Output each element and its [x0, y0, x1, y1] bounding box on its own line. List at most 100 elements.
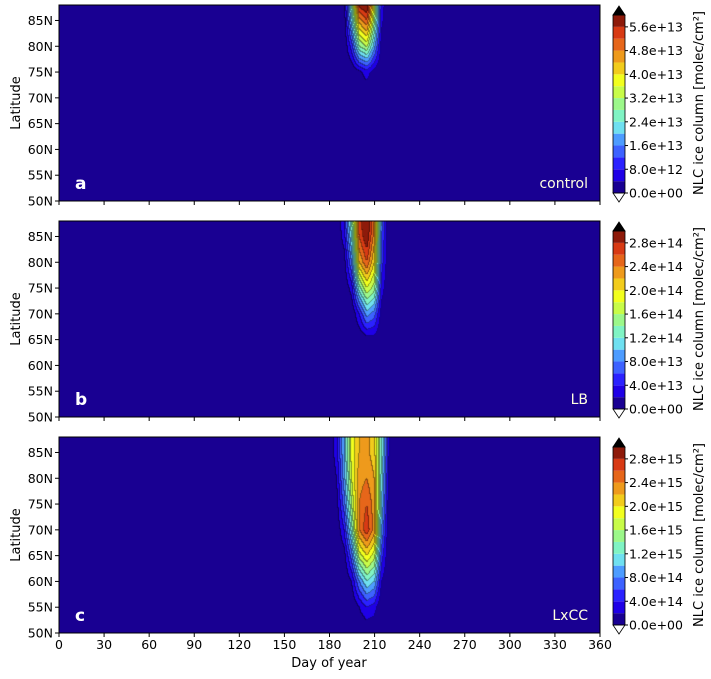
colorbar-band: [613, 254, 625, 267]
colorbar-band: [613, 589, 625, 602]
colorbar-band: [613, 458, 625, 471]
colorbar-extend-max: [612, 221, 626, 232]
colorbar-label: NLC ice column [molec/cm²]: [692, 443, 707, 627]
colorbar-tick-label: 5.6e+13: [629, 19, 683, 34]
colorbar-band: [613, 530, 625, 542]
panel-letter: c: [75, 606, 85, 626]
x-tick-label: 210: [363, 637, 387, 652]
colorbar-band: [613, 157, 625, 170]
y-tick-label: 80N: [28, 255, 53, 270]
y-tick-label: 60N: [28, 574, 53, 589]
y-tick-label: 65N: [28, 548, 53, 563]
y-tick-label: 65N: [28, 332, 53, 347]
colorbar-tick-label: 0.0e+00: [629, 402, 683, 417]
colorbar-frame: [612, 230, 626, 410]
colorbar-band: [613, 181, 625, 193]
colorbar-band: [613, 231, 625, 243]
colorbar-tick-label: 1.6e+14: [629, 307, 683, 322]
colorbar-band: [613, 373, 625, 386]
contour-field-c: [59, 437, 600, 633]
x-axis-label: Day of year: [291, 656, 367, 671]
y-axis-label: Latitude: [9, 508, 24, 562]
contour-field-a: [59, 5, 600, 201]
colorbar-band: [613, 553, 625, 566]
colorbar-band: [613, 518, 625, 531]
y-tick-label: 50N: [28, 410, 53, 425]
colorbar-tick-label: 2.4e+14: [629, 259, 683, 274]
colorbar-tick-label: 3.2e+13: [629, 91, 683, 106]
colorbar-tick-label: 8.0e+14: [629, 570, 683, 585]
colorbar-frame: [612, 14, 626, 194]
colorbar-label: NLC ice column [molec/cm²]: [692, 227, 707, 411]
x-tick-label: 240: [408, 637, 432, 652]
y-tick-label: 85N: [28, 229, 53, 244]
colorbar-tick-label: 4.0e+14: [629, 594, 683, 609]
colorbar-band: [613, 266, 625, 279]
colorbar-tick-label: 4.0e+13: [629, 378, 683, 393]
colorbar-band: [613, 302, 625, 315]
x-tick-label: 30: [96, 637, 112, 652]
y-tick-label: 85N: [28, 445, 53, 460]
y-tick-label: 60N: [28, 358, 53, 373]
colorbar-tick-label: 2.4e+13: [629, 114, 683, 129]
plot-frame-c: [58, 436, 601, 634]
colorbar-band: [613, 397, 625, 409]
panel-letter: a: [75, 174, 86, 194]
colorbar-band: [613, 361, 625, 374]
colorbar-band: [613, 349, 625, 362]
colorbar-band: [613, 86, 625, 99]
x-tick-label: 0: [55, 637, 63, 652]
colorbar-band: [613, 278, 625, 291]
y-tick-label: 60N: [28, 142, 53, 157]
y-tick-label: 65N: [28, 116, 53, 131]
colorbar-tick-label: 0.0e+00: [629, 618, 683, 633]
y-tick-label: 55N: [28, 168, 53, 183]
colorbar-band: [613, 447, 625, 459]
x-tick-label: 360: [588, 637, 612, 652]
colorbar-tick-label: 1.6e+15: [629, 523, 683, 538]
colorbar-band: [613, 565, 625, 578]
y-axis-label: Latitude: [9, 76, 24, 130]
colorbar-band: [613, 145, 625, 158]
colorbar-band: [613, 169, 625, 182]
colorbar-band: [613, 26, 625, 39]
colorbar-label: NLC ice column [molec/cm²]: [692, 11, 707, 195]
colorbar-tick-label: 8.0e+13: [629, 354, 683, 369]
colorbar-band: [613, 470, 625, 483]
y-tick-label: 80N: [28, 471, 53, 486]
colorbar-extend-min: [612, 624, 626, 635]
colorbar-band: [613, 38, 625, 51]
colorbar-band: [613, 98, 625, 110]
x-tick-label: 270: [453, 637, 477, 652]
colorbar-tick-label: 2.0e+14: [629, 283, 683, 298]
colorbar-frame: [612, 446, 626, 626]
colorbar-band: [613, 613, 625, 625]
y-tick-label: 70N: [28, 306, 53, 321]
colorbar-tick-label: 0.0e+00: [629, 186, 683, 201]
y-tick-label: 70N: [28, 522, 53, 537]
x-tick-label: 150: [272, 637, 296, 652]
colorbar-band: [613, 50, 625, 63]
x-tick-label: 90: [186, 637, 202, 652]
colorbar-band: [613, 109, 625, 122]
x-tick-label: 60: [141, 637, 157, 652]
plot-frame-b: [58, 220, 601, 418]
colorbar-band: [613, 385, 625, 398]
y-tick-label: 55N: [28, 384, 53, 399]
contour-field-b: [59, 221, 600, 417]
colorbar-band: [613, 506, 625, 519]
colorbar-band: [613, 15, 625, 27]
colorbar-tick-label: 1.2e+15: [629, 546, 683, 561]
y-tick-label: 80N: [28, 39, 53, 54]
y-axis-label: Latitude: [9, 292, 24, 346]
colorbar-band: [613, 314, 625, 326]
colorbar-band: [613, 290, 625, 303]
colorbar-band: [613, 577, 625, 590]
panel-letter: b: [75, 390, 87, 410]
colorbar-band: [613, 601, 625, 614]
colorbar-band: [613, 74, 625, 87]
colorbar-band: [613, 242, 625, 255]
y-tick-label: 50N: [28, 626, 53, 641]
